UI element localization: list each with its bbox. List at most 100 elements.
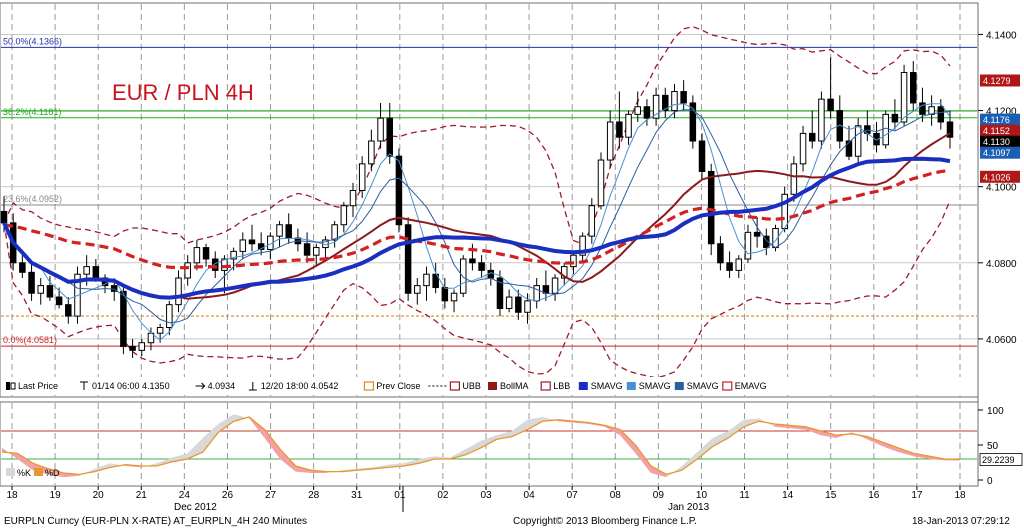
legend-label: 12/20 18:00 4.0542 [261, 381, 339, 391]
candle-body [285, 224, 292, 239]
candle-body [28, 271, 35, 294]
candle-body [717, 243, 724, 264]
lower-bollinger-band [3, 200, 951, 379]
candle-body [662, 94, 669, 112]
chart-title: EUR / PLN 4H [112, 80, 254, 105]
candle-body [184, 262, 191, 279]
candle-body [55, 296, 63, 306]
candle-body [395, 155, 403, 226]
legend-swatch [449, 381, 460, 391]
y-tick-label: 4.1400 [986, 30, 1017, 41]
candle-body [836, 110, 844, 142]
candle-body [671, 91, 678, 112]
stoch-area [202, 424, 219, 452]
candle-body [120, 290, 127, 348]
candle-body [432, 273, 439, 289]
price-tag-label: 4.1097 [983, 148, 1011, 158]
y-tick-label: 4.1200 [986, 107, 1017, 118]
candle-body [386, 117, 394, 157]
stoch-area [295, 466, 312, 473]
stoch-area [48, 468, 64, 478]
candle-body [689, 102, 697, 142]
legend-swatch [10, 382, 16, 390]
candle-body [211, 258, 219, 271]
fibonacci-levels: 50.0%(4.1366) 38.2%(4.1181) 23.6%(4.0952) 0… [1, 36, 977, 347]
candle-body [910, 72, 917, 104]
stoch-area [187, 438, 203, 459]
footer-center: Copyright© 2013 Bloomberg Finance L.P. [513, 516, 697, 527]
sma-mid-line [3, 109, 951, 324]
candle-body [744, 231, 752, 260]
stoch-area [697, 438, 713, 459]
stoch-area [620, 429, 636, 454]
stoch-area [774, 424, 791, 429]
candle-body [533, 285, 540, 302]
candle-body [606, 121, 614, 161]
price-tag-label: 4.1279 [983, 76, 1011, 86]
candle-body [698, 140, 706, 172]
candle-body [377, 117, 384, 142]
stoch-area [403, 459, 420, 466]
stoch-area [882, 442, 899, 452]
candle-body [763, 235, 770, 249]
stoch-area [17, 453, 33, 471]
candle-body [459, 258, 467, 294]
month-label-jan: Jan 2013 [668, 502, 710, 513]
x-tick-label: 27 [265, 490, 277, 501]
candle-body [221, 258, 228, 271]
footer-left: EURPLN Curncy (EUR-PLN X-RATE) AT_EURPLN… [4, 516, 307, 527]
candle-body [854, 125, 862, 157]
candle-body [37, 285, 44, 294]
y-tick-label: 4.0600 [986, 335, 1017, 346]
x-axis-labels: 18 19 20 21 24 26 27 28 31 01 02 03 04 07 08 09 10 11 14 15… [6, 486, 966, 501]
stoch-area [434, 456, 451, 459]
candle-body [313, 247, 320, 256]
legend-label: Prev Close [376, 381, 420, 391]
x-tick-label: 09 [653, 490, 665, 501]
x-tick-label: 15 [825, 490, 837, 501]
candle-body [138, 342, 146, 351]
candle-body [652, 94, 660, 119]
candle-body [175, 277, 182, 306]
candle-body [46, 285, 54, 298]
candle-body [257, 243, 265, 250]
price-axis-ticks: 4.1400 4.1200 4.1000 4.0800 4.0600 [978, 30, 1017, 346]
candle-body [808, 132, 816, 142]
footer-right: 18-Jan-2013 07:29:12 [912, 516, 1010, 527]
x-tick-label: 17 [911, 490, 923, 501]
candle-body [680, 91, 687, 104]
candle-body [19, 262, 26, 273]
candle-body [358, 163, 366, 191]
osc-tick-label: 100 [987, 406, 1004, 417]
stoch-area [2, 447, 18, 459]
candle-body [597, 159, 605, 207]
legend-swatch [674, 382, 684, 390]
legend-swatch [80, 381, 88, 390]
y-tick-label: 4.1000 [986, 183, 1017, 194]
candles [0, 57, 954, 358]
price-tag-label: 4.1130 [983, 137, 1010, 147]
candle-body [414, 285, 421, 294]
month-label-dec: Dec 2012 [174, 502, 217, 513]
candle-body [404, 224, 412, 294]
price-tag-label: 4.1176 [983, 115, 1010, 125]
x-tick-label: 26 [222, 490, 234, 501]
legend-swatch [6, 382, 10, 390]
legend-label: SMAVG [591, 381, 623, 391]
x-tick-label: 18 [954, 490, 966, 501]
stoch-area [712, 431, 729, 447]
candle-body [524, 300, 531, 313]
candle-body [166, 304, 173, 328]
candle-body [496, 277, 504, 309]
candle-body [937, 106, 945, 123]
candle-body [349, 189, 357, 207]
candle-body [634, 106, 641, 115]
legend-label: UBB [462, 381, 481, 391]
stoch-area [743, 418, 760, 427]
stoch-area [805, 426, 821, 436]
x-tick-label: 21 [136, 490, 148, 501]
price-tag-box [980, 146, 1020, 159]
candle-body [129, 346, 136, 351]
candle-body [616, 121, 623, 138]
